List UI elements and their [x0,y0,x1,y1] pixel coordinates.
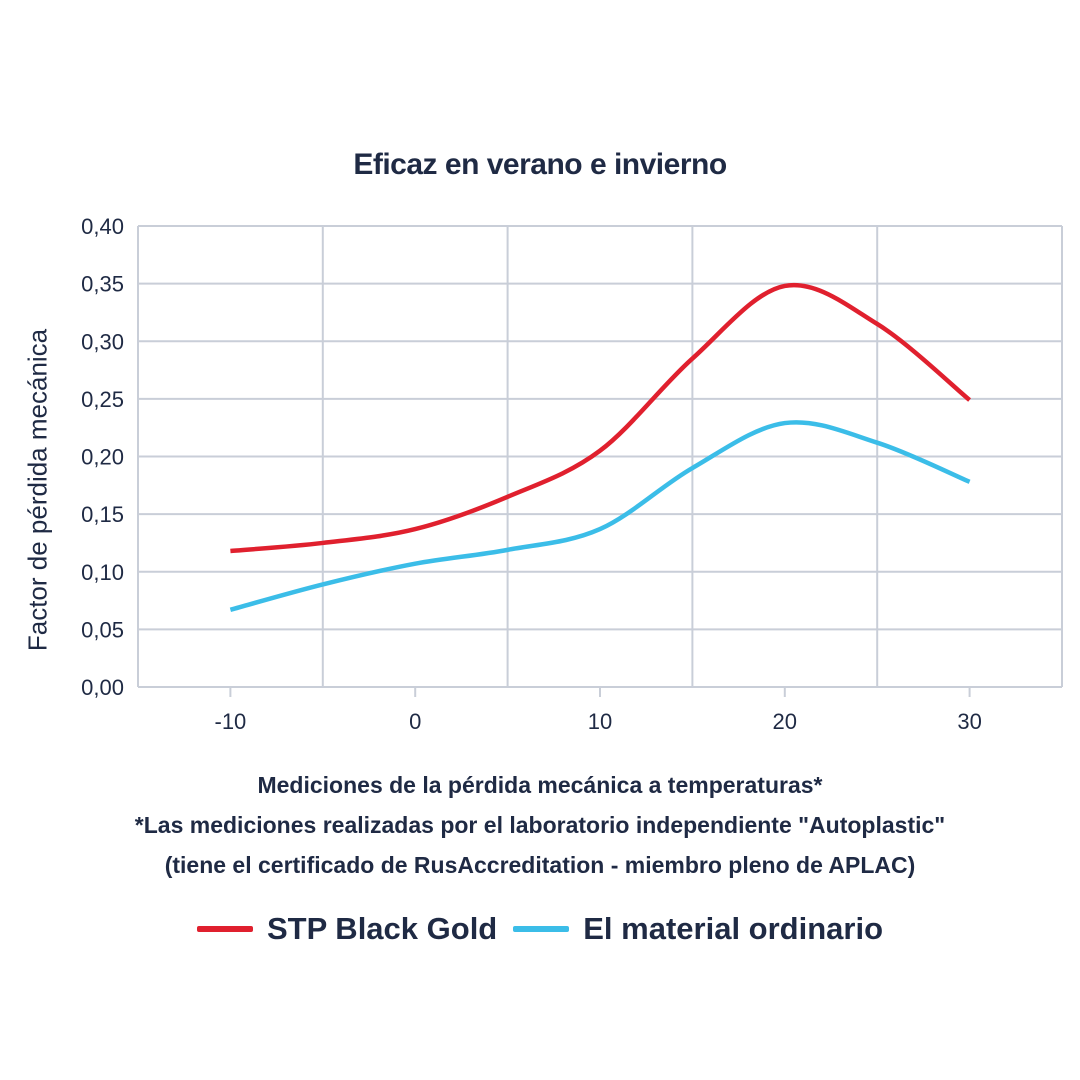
x-tick-label: 30 [957,709,981,734]
legend-swatch-ordinary [513,926,570,932]
y-tick-label: 0,35 [81,272,124,297]
legend-label-ordinary: El material ordinario [583,911,884,946]
y-tick-label: 0,05 [81,617,124,642]
y-tick-label: 0,15 [81,502,124,527]
y-tick-label: 0,40 [81,214,124,239]
x-tick-label: 20 [773,709,797,734]
series-line-ordinary-material [229,420,971,612]
x-tick-label: -10 [215,709,247,734]
footnote-line-1: *Las mediciones realizadas por el labora… [134,812,946,838]
legend-swatch-stp [196,926,253,932]
y-tick-label: 0,20 [81,445,124,470]
x-tick-label: 0 [409,709,421,734]
legend-label-stp: STP Black Gold [266,911,498,946]
legend-item-ordinary: El material ordinario [513,911,883,947]
legend-item-stp: STP Black Gold [196,911,498,947]
y-tick-label: 0,25 [81,387,124,412]
legend: STP Black Gold El material ordinario [0,907,1080,951]
y-tick-label: 0,30 [81,329,124,354]
series-line-stp-black-gold [230,282,972,554]
footnote-line-2: (tiene el certificado de RusAccreditatio… [164,852,916,878]
x-axis-caption: Mediciones de la pérdida mecánica a temp… [257,772,823,798]
y-tick-label: 0,00 [81,675,124,700]
chart-title: Eficaz en verano e invierno [353,148,727,181]
x-tick-label: 10 [588,709,612,734]
y-tick-label: 0,10 [81,560,124,585]
